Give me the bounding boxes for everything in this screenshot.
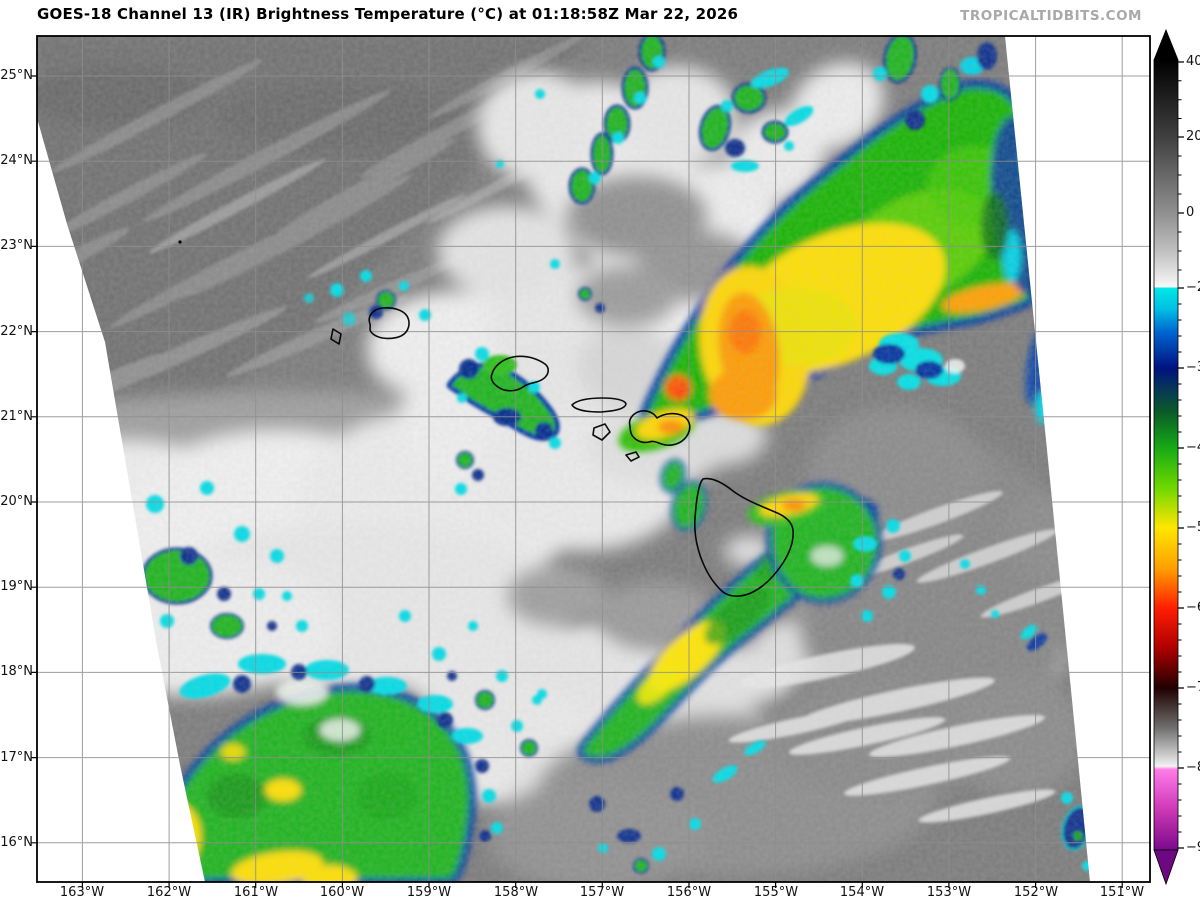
- coastline-lanai: [592, 423, 611, 441]
- lat-tick-label: 22°N: [0, 324, 33, 339]
- lat-tick-label: 16°N: [0, 835, 33, 850]
- colorbar-under-arrow: [1153, 849, 1179, 886]
- lon-tick-label: 155°W: [753, 885, 799, 900]
- coastline-maui: [628, 410, 691, 446]
- colorbar-minor-ticks: [1178, 80, 1182, 833]
- lon-tick-label: 154°W: [839, 885, 885, 900]
- lon-tick-label: 157°W: [579, 885, 625, 900]
- lon-tick-label: 156°W: [666, 885, 712, 900]
- islet-dot: [178, 240, 182, 244]
- coastline-oahu: [490, 355, 549, 392]
- grid-lines: [37, 36, 1150, 882]
- coastline-kahoolawe: [625, 451, 640, 462]
- colorbar-tick-label: −40: [1186, 440, 1200, 455]
- lon-tick-label: 159°W: [406, 885, 452, 900]
- lon-tick-label: 162°W: [146, 885, 192, 900]
- satellite-map-canvas: [31, 35, 1151, 888]
- colorbar-tick-label: −60: [1186, 600, 1200, 615]
- colorbar: [1153, 28, 1184, 886]
- lon-axis-ticks: [81, 882, 1123, 888]
- colorbar-over-arrow: [1153, 28, 1179, 61]
- coastline-molokai: [571, 397, 627, 413]
- lat-tick-label: 21°N: [0, 409, 33, 424]
- colorbar-major-ticks: [1178, 61, 1184, 849]
- lat-axis-ticks: [31, 75, 37, 844]
- image-grain-texture: [37, 36, 1150, 882]
- lon-tick-label: 153°W: [926, 885, 972, 900]
- colorbar-tick-label: −70: [1186, 680, 1200, 695]
- lat-tick-label: 24°N: [0, 153, 33, 168]
- colorbar-tick-label: −50: [1186, 520, 1200, 535]
- coastlines: [178, 240, 794, 597]
- map-frame: [36, 35, 1151, 883]
- lon-tick-label: 163°W: [59, 885, 105, 900]
- colorbar-gradient: [1153, 59, 1179, 851]
- image-title: GOES-18 Channel 13 (IR) Brightness Tempe…: [37, 5, 739, 23]
- lat-tick-label: 19°N: [0, 579, 33, 594]
- lat-tick-label: 20°N: [0, 494, 33, 509]
- coastline-niihau: [330, 328, 342, 345]
- lon-tick-label: 158°W: [493, 885, 539, 900]
- no-data-regions: [37, 36, 1150, 882]
- lon-tick-label: 151°W: [1099, 885, 1145, 900]
- watermark: TROPICALTIDBITS.COM: [960, 8, 1142, 24]
- lat-tick-label: 23°N: [0, 238, 33, 253]
- lat-tick-label: 17°N: [0, 750, 33, 765]
- coastline-kauai: [368, 307, 410, 340]
- coastline-big-island: [694, 477, 794, 597]
- lat-tick-label: 18°N: [0, 664, 33, 679]
- lat-tick-label: 25°N: [0, 68, 33, 83]
- colorbar-tick-label: 20: [1186, 129, 1200, 144]
- colorbar-tick-label: −20: [1186, 280, 1200, 295]
- lon-tick-label: 152°W: [1013, 885, 1059, 900]
- lon-tick-label: 160°W: [319, 885, 365, 900]
- colorbar-tick-label: 40: [1186, 54, 1200, 69]
- colorbar-tick-label: −90: [1186, 840, 1200, 855]
- lon-tick-label: 161°W: [233, 885, 279, 900]
- colorbar-tick-label: −80: [1186, 760, 1200, 775]
- colorbar-tick-label: −30: [1186, 360, 1200, 375]
- colorbar-tick-label: 0: [1186, 205, 1195, 220]
